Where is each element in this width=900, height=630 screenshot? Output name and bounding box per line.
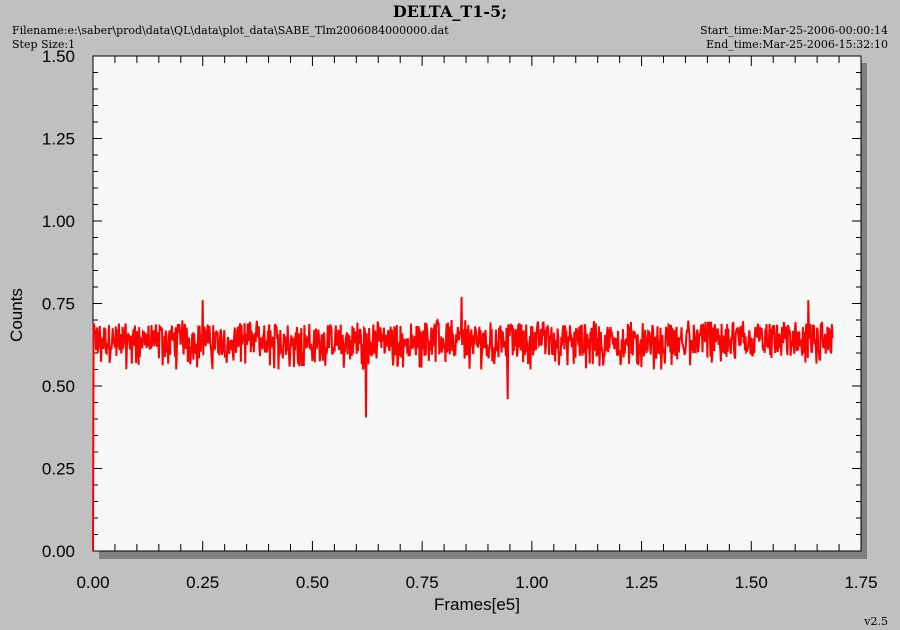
x-tick-label: 0.50 [296,573,329,592]
y-tick-label: 0.25 [42,460,75,479]
x-axis-label: Frames[e5] [434,595,520,614]
plot-area [92,55,862,552]
end-time-label: End_time:Mar-25-2006-15:32:10 [706,38,888,51]
y-tick-label: 1.00 [42,212,75,231]
y-axis-label: Counts [7,288,26,342]
version-label: v2.5 [864,615,888,628]
y-tick-label: 0.50 [42,377,75,396]
step-size-label: Step Size:1 [12,38,76,51]
filename-label: Filename:e:\saber\prod\data\QL\data\plot… [12,24,449,37]
x-tick-label: 0.75 [406,573,439,592]
x-tick-label: 1.00 [515,573,548,592]
axis-ticks [92,55,862,552]
x-tick-label: 1.75 [844,573,877,592]
start-time-label: Start_time:Mar-25-2006-00:00:14 [700,24,888,37]
series-line [92,296,834,552]
y-tick-label: 0.75 [42,295,75,314]
x-tick-label: 1.50 [735,573,768,592]
series-group [92,296,834,552]
x-tick-label: 0.25 [186,573,219,592]
x-tick-label: 1.25 [625,573,658,592]
y-tick-label: 0.00 [42,542,75,561]
tick-labels: 0.00 0.25 0.50 0.75 1.00 1.25 1.50 0.00 0.25 0.50… [42,47,878,592]
chart-title: DELTA_T1-5; [392,2,508,21]
x-tick-label: 0.00 [76,573,109,592]
y-tick-label: 1.25 [42,130,75,149]
y-tick-label: 1.50 [42,47,75,66]
